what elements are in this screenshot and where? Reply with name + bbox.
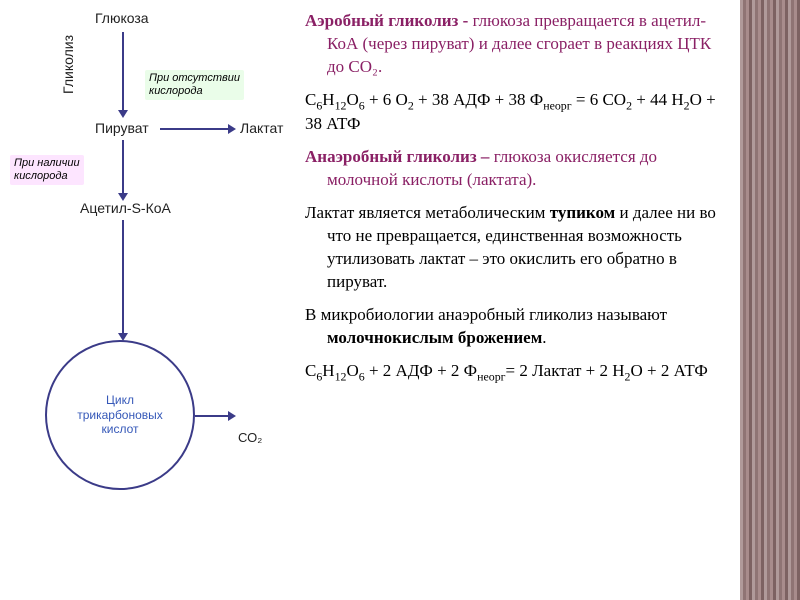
microbio-a: В микробиологии анаэробный гликолиз назы… <box>305 305 667 324</box>
tca-cycle: Цикл трикарбоновых кислот <box>45 340 195 490</box>
label-no-oxygen: При отсутствии кислорода <box>145 70 244 100</box>
node-glucose: Глюкоза <box>95 10 149 26</box>
decorative-stripe <box>740 0 800 600</box>
arrow-tca-co2 <box>195 415 230 417</box>
para-aerobic: Аэробный гликолиз - глюкоза превращается… <box>305 10 730 79</box>
lactate-a: Лактат является метаболическим <box>305 203 550 222</box>
lactate-b: тупиком <box>550 203 616 222</box>
arrow-pyruvate-acetyl <box>122 140 124 195</box>
microbio-c: . <box>542 328 546 347</box>
tca-line-2: трикарбоновых <box>77 408 163 422</box>
anaerobic-lead: Анаэробный гликолиз – <box>305 147 494 166</box>
arrow-acetyl-tca <box>122 220 124 335</box>
arrow-pyruvate-lactate <box>160 128 230 130</box>
label-glycolysis: Гликолиз <box>60 35 76 94</box>
tca-line-1: Цикл <box>106 393 134 407</box>
node-acetyl: Ацетил-S-КоА <box>80 200 171 216</box>
label-no-oxygen-2: кислорода <box>149 85 203 97</box>
para-lactate: Лактат является метаболическим тупиком и… <box>305 202 730 294</box>
node-lactate: Лактат <box>240 120 283 136</box>
node-pyruvate: Пируват <box>95 120 149 136</box>
node-co2: СО₂ <box>238 430 262 445</box>
aerobic-lead: Аэробный гликолиз - <box>305 11 473 30</box>
diagram-pane: Глюкоза Гликолиз При отсутствии кислород… <box>0 0 300 600</box>
equation-anaerobic: С6Н12О6 + 2 АДФ + 2 Фнеорг= 2 Лактат + 2… <box>305 360 730 384</box>
equation-aerobic: С6Н12О6 + 6 О2 + 38 АДФ + 38 Фнеорг = 6 … <box>305 89 730 136</box>
arrow-glucose-pyruvate <box>122 32 124 112</box>
label-with-oxygen-1: При наличии <box>14 157 80 169</box>
label-with-oxygen: При наличии кислорода <box>10 155 84 185</box>
label-with-oxygen-2: кислорода <box>14 170 68 182</box>
label-no-oxygen-1: При отсутствии <box>149 72 240 84</box>
tca-line-3: кислот <box>102 422 139 436</box>
microbio-b: молочнокислым брожением <box>327 328 542 347</box>
para-microbio: В микробиологии анаэробный гликолиз назы… <box>305 304 730 350</box>
text-pane: Аэробный гликолиз - глюкоза превращается… <box>300 0 740 600</box>
para-anaerobic: Анаэробный гликолиз – глюкоза окисляется… <box>305 146 730 192</box>
